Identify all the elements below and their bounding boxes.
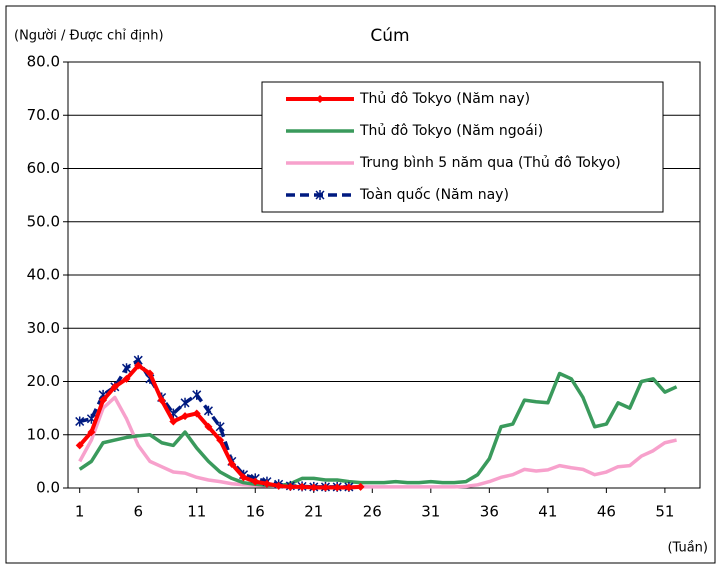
x-tick-label: 36 xyxy=(480,503,499,521)
x-tick-label: 41 xyxy=(538,503,557,521)
series-marker xyxy=(286,482,295,491)
series-marker xyxy=(192,389,202,400)
x-tick-label: 31 xyxy=(421,503,440,521)
series-marker xyxy=(356,482,365,491)
legend-label: Toàn quốc (Năm nay) xyxy=(359,186,509,203)
series-marker xyxy=(145,369,154,378)
y-tick-label: 80.0 xyxy=(27,53,60,71)
x-tick-label: 51 xyxy=(655,503,674,521)
series-marker xyxy=(110,382,119,391)
series-marker xyxy=(309,483,318,492)
series-marker xyxy=(333,483,342,492)
series-marker xyxy=(321,483,330,492)
x-tick-label: 21 xyxy=(304,503,323,521)
legend-label: Thủ đô Tokyo (Năm nay) xyxy=(359,91,530,107)
legend-label: Thủ đô Tokyo (Năm ngoái) xyxy=(359,123,543,139)
y-tick-label: 50.0 xyxy=(27,212,60,230)
series-marker xyxy=(181,412,190,421)
x-tick-label: 1 xyxy=(75,503,85,521)
legend-box xyxy=(261,81,664,213)
y-tick-label: 10.0 xyxy=(27,425,60,443)
series-marker xyxy=(87,428,96,437)
series-marker xyxy=(75,416,85,427)
x-tick-label: 6 xyxy=(133,503,143,521)
series-marker xyxy=(239,473,248,482)
series-marker xyxy=(157,396,166,405)
series-marker xyxy=(204,422,213,431)
series-marker xyxy=(75,441,84,450)
y-tick-label: 0.0 xyxy=(36,479,60,497)
y-tick-label: 70.0 xyxy=(27,106,60,124)
legend-marker xyxy=(315,190,325,200)
series-marker xyxy=(227,460,236,469)
series-marker xyxy=(215,421,225,432)
series-marker xyxy=(169,417,178,426)
y-axis-label: (Người / Được chỉ định) xyxy=(14,29,164,44)
x-tick-label: 46 xyxy=(597,503,616,521)
series-marker xyxy=(121,363,132,374)
chart-title: Cúm xyxy=(370,26,409,46)
x-tick-label: 16 xyxy=(246,503,265,521)
series-marker xyxy=(122,374,131,383)
series-marker xyxy=(344,483,353,492)
legend-label: Trung bình 5 năm qua (Thủ đô Tokyo) xyxy=(359,155,621,171)
series-marker xyxy=(192,409,201,418)
x-tick-label: 26 xyxy=(363,503,382,521)
series-marker xyxy=(180,397,190,408)
series-marker xyxy=(251,477,260,486)
series-line xyxy=(78,371,678,488)
series-marker xyxy=(262,479,271,488)
x-tick-label: 11 xyxy=(187,503,206,521)
series-marker xyxy=(99,396,108,405)
legend-marker xyxy=(316,95,324,103)
series-line xyxy=(78,395,677,489)
series-marker xyxy=(274,481,283,490)
series-marker xyxy=(134,361,143,370)
y-tick-label: 40.0 xyxy=(27,266,60,284)
series-marker xyxy=(203,405,213,416)
series-marker xyxy=(216,436,225,445)
y-tick-label: 60.0 xyxy=(27,159,60,177)
x-axis-label: (Tuần) xyxy=(667,541,708,556)
y-tick-label: 30.0 xyxy=(27,319,60,337)
series-marker xyxy=(298,482,307,491)
y-tick-label: 20.0 xyxy=(27,372,60,390)
